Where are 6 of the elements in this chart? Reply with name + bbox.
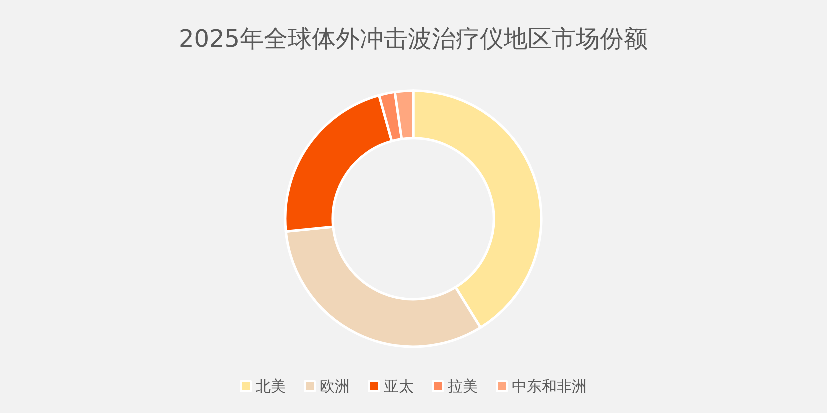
- legend-label: 中东和非洲: [512, 378, 587, 396]
- legend-label: 欧洲: [320, 378, 350, 396]
- legend-label: 拉美: [448, 378, 478, 396]
- legend-label: 北美: [256, 378, 286, 396]
- chart-title: 2025年全球体外冲击波治疗仪地区市场份额: [178, 25, 648, 53]
- legend-label: 亚太: [384, 378, 414, 396]
